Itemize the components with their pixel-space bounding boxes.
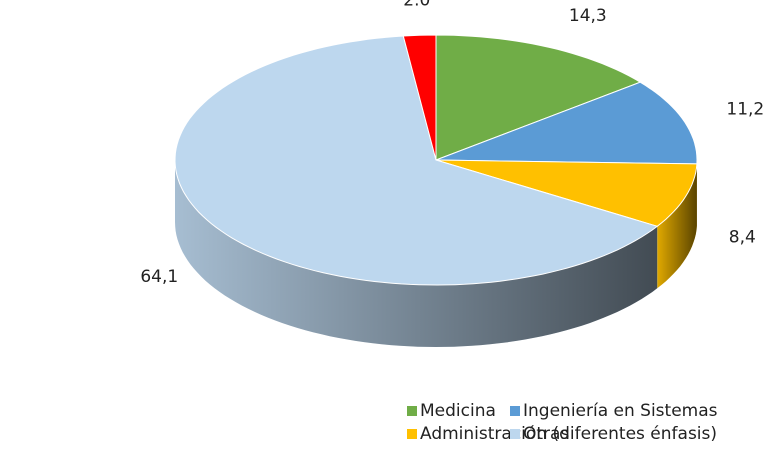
data-label: 2.0 <box>403 0 430 10</box>
legend-swatch <box>407 406 417 416</box>
legend-label: Otras <box>523 424 569 444</box>
data-label: 11,2 <box>726 100 764 120</box>
data-label: 8,4 <box>729 228 756 248</box>
legend-swatch <box>510 429 520 439</box>
legend-label: Administración (diferentes énfasis) <box>420 424 717 444</box>
pie-slice <box>402 34 437 161</box>
side-shade <box>175 160 658 347</box>
pie-slice <box>435 159 698 227</box>
legend-swatch <box>510 406 520 416</box>
pie-slice <box>435 34 642 161</box>
legend-swatch <box>407 429 417 439</box>
data-label: 64,1 <box>140 267 178 287</box>
pie-slice <box>174 35 659 286</box>
pie-slice <box>435 81 698 165</box>
legend-label: Ingeniería en Sistemas <box>523 401 718 421</box>
data-label: 14,3 <box>569 6 607 26</box>
legend-label: Medicina <box>420 401 496 421</box>
